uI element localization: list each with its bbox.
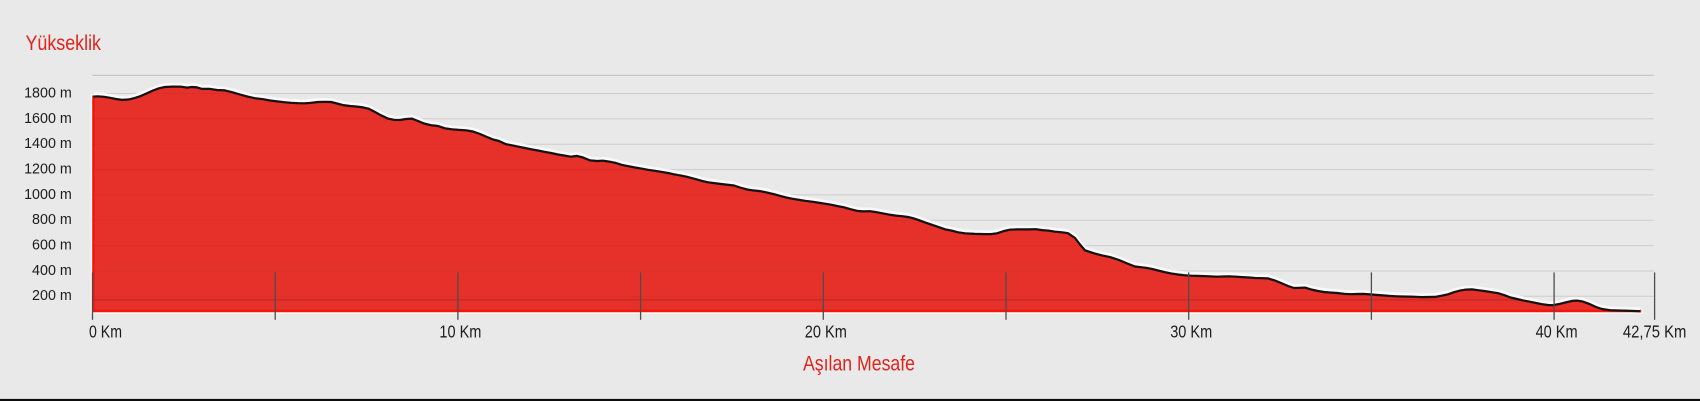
svg-text:Aşılan Mesafe: Aşılan Mesafe (803, 352, 915, 376)
svg-text:600 m: 600 m (32, 238, 72, 254)
svg-text:1200 m: 1200 m (24, 162, 72, 178)
svg-text:10 Km: 10 Km (439, 322, 481, 342)
svg-text:800 m: 800 m (32, 212, 72, 228)
svg-text:200 m: 200 m (32, 288, 72, 304)
svg-text:400 m: 400 m (32, 263, 72, 279)
svg-text:0 Km: 0 Km (89, 322, 122, 342)
svg-text:30 Km: 30 Km (1170, 322, 1212, 342)
svg-text:1400 m: 1400 m (24, 136, 72, 152)
svg-text:1000 m: 1000 m (24, 187, 72, 203)
svg-text:20 Km: 20 Km (805, 322, 847, 342)
svg-text:1600 m: 1600 m (24, 111, 72, 127)
svg-text:42,75 Km: 42,75 Km (1623, 322, 1687, 342)
svg-text:40 Km: 40 Km (1536, 322, 1578, 342)
svg-text:Yükseklik: Yükseklik (26, 31, 102, 55)
svg-text:1800 m: 1800 m (24, 85, 72, 101)
